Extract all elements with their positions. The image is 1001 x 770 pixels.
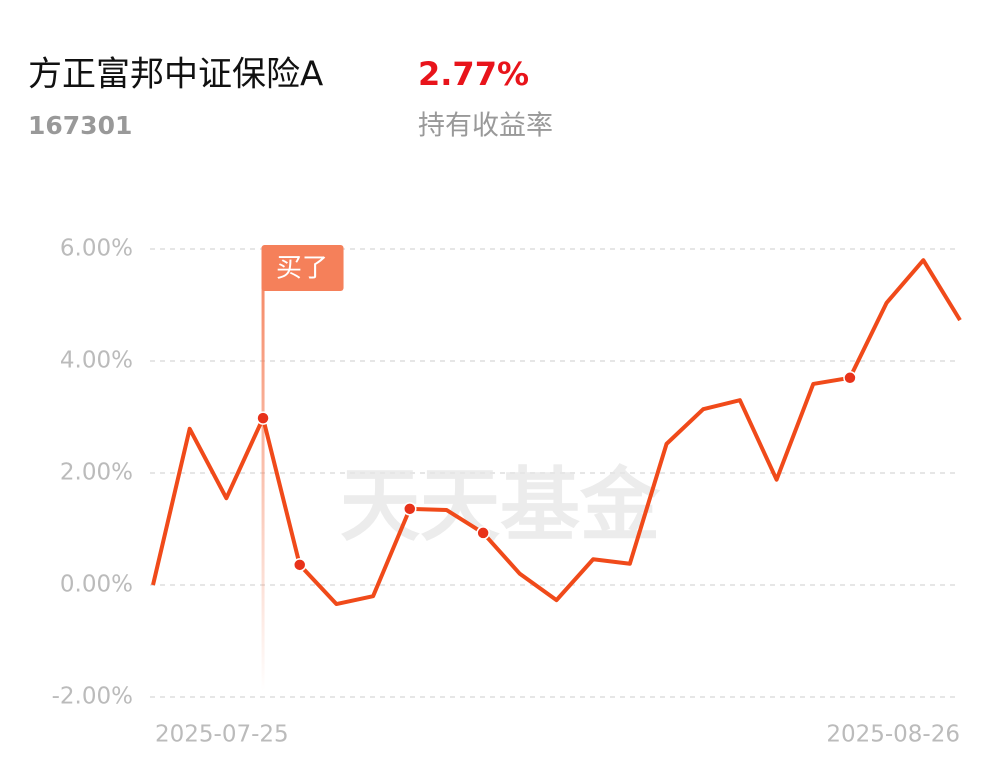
x-tick-label: 2025-08-26 <box>826 722 960 748</box>
annotation-line <box>261 247 265 691</box>
annotation-flag <box>261 245 344 291</box>
y-tick-label: 0.00% <box>60 572 133 598</box>
return-label: 持有收益率 <box>418 111 553 142</box>
point-marker <box>476 526 490 540</box>
y-tick-label: 2.00% <box>60 460 133 486</box>
watermark: 天天基金 <box>340 458 661 552</box>
fund-title: 方正富邦中证保险A <box>28 55 323 95</box>
point-marker <box>292 558 307 572</box>
y-tick-label: 6.00% <box>60 236 133 262</box>
point-marker <box>403 502 417 516</box>
fund-code: 167301 <box>28 111 132 140</box>
x-tick-label: 2025-07-25 <box>155 722 289 748</box>
point-marker <box>843 371 857 385</box>
point-marker <box>256 411 270 425</box>
y-tick-label: -2.00% <box>52 684 133 710</box>
line <box>151 258 962 607</box>
annotation-text: 买了 <box>276 254 328 284</box>
y-tick-label: 4.00% <box>60 348 133 374</box>
return-value: 2.77% <box>418 55 529 93</box>
